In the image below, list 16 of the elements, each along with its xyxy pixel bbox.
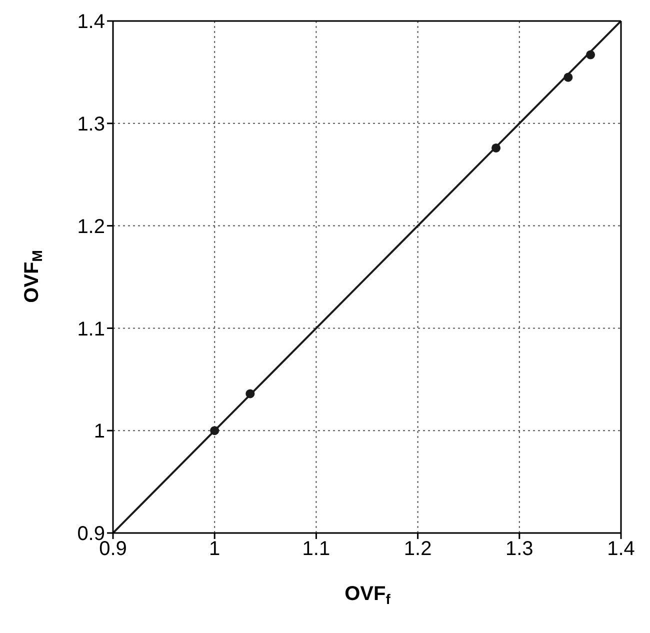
x-tick-label: 1.4 xyxy=(607,538,635,560)
point xyxy=(492,143,501,152)
point xyxy=(586,50,596,60)
x-tick-label: 1.3 xyxy=(505,538,534,560)
y-tick-label: 1.2 xyxy=(77,216,105,238)
y-tick-label: 1 xyxy=(94,420,105,443)
y-tick-label: 1.3 xyxy=(77,114,105,136)
x-tick-label: 1.2 xyxy=(404,538,432,560)
point xyxy=(564,72,573,82)
y-tick-label: 1.1 xyxy=(77,318,105,340)
point xyxy=(246,389,255,398)
point xyxy=(210,426,220,436)
x-tick-label: 1 xyxy=(209,538,220,560)
x-tick-label: 1.1 xyxy=(302,538,330,560)
x-axis-title: OVF$_{f}$ xyxy=(344,583,391,606)
y-tick-label: 1.4 xyxy=(77,11,105,34)
